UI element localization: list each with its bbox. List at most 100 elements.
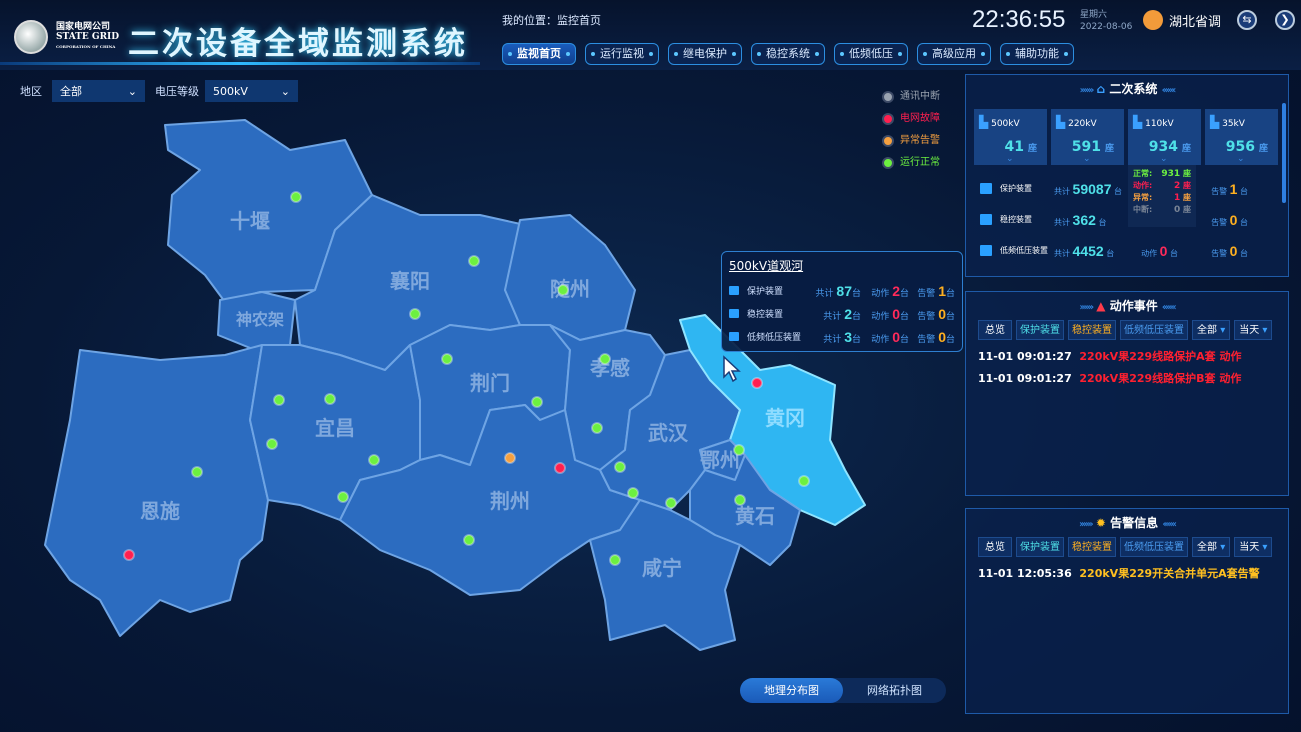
region-12[interactable] [689, 454, 801, 566]
user-name[interactable]: 湖北省调 [1169, 14, 1222, 30]
alarm-label: 告警 [1211, 217, 1228, 227]
alarm-value: 1 [938, 282, 946, 299]
filter-tab[interactable]: 总览 [978, 320, 1012, 340]
station-count: 591 [1071, 139, 1101, 155]
popup-row: 正常: 931 座 [1133, 168, 1191, 180]
station-marker[interactable] [441, 353, 453, 365]
station-marker[interactable] [266, 438, 278, 450]
station-marker[interactable] [557, 284, 569, 296]
tab-relay-protection[interactable]: 继电保护 [668, 43, 742, 65]
legend-item[interactable]: 运行正常 [882, 152, 940, 174]
station-marker[interactable] [324, 393, 336, 405]
station-marker[interactable] [273, 394, 285, 406]
chevron-down-icon[interactable]: ⌄ [1237, 154, 1245, 164]
region-label: 荆州 [490, 489, 530, 513]
station-marker[interactable] [409, 308, 421, 320]
filter-tab[interactable]: 低频低压装置 [1120, 320, 1188, 340]
unit: 台 [1240, 217, 1248, 227]
scope-dropdown[interactable]: 全部 ▾ [1192, 320, 1231, 340]
period-dropdown[interactable]: 当天 ▾ [1234, 320, 1273, 340]
chevron-right-icon[interactable]: ❯ [1275, 10, 1296, 30]
station-marker[interactable] [591, 422, 603, 434]
region-13[interactable] [589, 499, 741, 651]
scope-dropdown[interactable]: 全部 ▾ [1192, 537, 1231, 557]
station-marker[interactable] [609, 554, 621, 566]
avatar[interactable] [1143, 10, 1163, 30]
station-marker[interactable] [614, 461, 626, 473]
station-marker[interactable] [733, 444, 745, 456]
station-count: 41 [1004, 139, 1024, 155]
voltage-select[interactable]: 500kV ⌄ [205, 80, 298, 102]
geo-view-button[interactable]: 地理分布图 [740, 678, 843, 703]
weekday: 星期六 [1080, 10, 1108, 20]
station-marker[interactable] [665, 497, 677, 509]
event-text: 220kV果229线路保护B套 动作 [1079, 372, 1242, 385]
station-marker[interactable] [531, 396, 543, 408]
unit: 台 [899, 311, 909, 322]
alarm-label: 告警 [917, 288, 936, 299]
legend-item[interactable]: 电网故障 [882, 108, 940, 130]
chevron-down-icon[interactable]: ⌄ [1006, 154, 1014, 164]
legend-item[interactable]: 通讯中断 [882, 86, 940, 108]
device-icon [729, 332, 739, 341]
tab-low-freq-voltage[interactable]: 低频低压 [834, 43, 908, 65]
tab-stability-control[interactable]: 稳控系统 [751, 43, 825, 65]
tab-monitor-home[interactable]: 监视首页 [502, 43, 576, 65]
filter-tab[interactable]: 总览 [978, 537, 1012, 557]
filter-tab[interactable]: 低频低压装置 [1120, 537, 1188, 557]
switch-icon[interactable]: ⇆ [1237, 10, 1258, 30]
period-dropdown[interactable]: 当天 ▾ [1234, 537, 1273, 557]
region-8[interactable] [339, 404, 641, 596]
voltage-card[interactable]: ▙ 110kV 934 座 ⌄ [1128, 109, 1201, 165]
station-marker[interactable] [123, 549, 135, 561]
event-item[interactable]: 11-01 09:01:27 220kV果229线路保护A套 动作 [978, 346, 1276, 368]
station-marker[interactable] [337, 491, 349, 503]
region-label: 随州 [550, 277, 590, 301]
unit: 台 [945, 288, 955, 299]
status-value: 2 [1173, 181, 1181, 191]
tab-advanced[interactable]: 高级应用 [917, 43, 991, 65]
filter-tab[interactable]: 稳控装置 [1068, 537, 1116, 557]
chevron-down-icon[interactable]: ⌄ [1160, 154, 1168, 164]
station-marker[interactable] [554, 462, 566, 474]
station-marker[interactable] [751, 377, 763, 389]
action-value: 0 [892, 328, 900, 345]
station-marker[interactable] [599, 353, 611, 365]
topology-view-button[interactable]: 网络拓扑图 [867, 684, 922, 697]
station-marker[interactable] [368, 454, 380, 466]
station-marker[interactable] [627, 487, 639, 499]
level-detail-popup: 正常: 931 座动作: 2 座异常: 1 座中断: 0 座 [1128, 165, 1196, 227]
unit: 台 [899, 334, 909, 345]
station-marker[interactable] [504, 452, 516, 464]
region-select[interactable]: 全部 ⌄ [52, 80, 145, 102]
tab-operation-monitor[interactable]: 运行监视 [585, 43, 659, 65]
station-marker[interactable] [290, 191, 302, 203]
event-item[interactable]: 11-01 09:01:27 220kV果229线路保护B套 动作 [978, 368, 1276, 390]
unit: 台 [1106, 248, 1115, 258]
scrollbar[interactable] [1282, 103, 1286, 203]
warning-triangle-icon: ▲ [1096, 299, 1106, 313]
filter-tab[interactable]: 保护装置 [1016, 537, 1064, 557]
event-item[interactable]: 11-01 12:05:36 220kV果229开关合并单元A套告警 [978, 563, 1276, 585]
region-4[interactable] [44, 344, 269, 637]
station-marker[interactable] [734, 494, 746, 506]
filter-tab[interactable]: 稳控装置 [1068, 320, 1116, 340]
legend-item[interactable]: 异常告警 [882, 130, 940, 152]
station-marker[interactable] [191, 466, 203, 478]
filter-tab[interactable]: 保护装置 [1016, 320, 1064, 340]
user-area[interactable]: 湖北省调 ⇆ ❯ [1143, 10, 1296, 30]
station-marker[interactable] [798, 475, 810, 487]
tooltip-row: 保护装置 共计 87台 动作 2台 告警 1台 [729, 279, 955, 302]
station-marker[interactable] [468, 255, 480, 267]
station-marker[interactable] [463, 534, 475, 546]
total-value: 362 [1072, 211, 1096, 228]
tab-auxiliary[interactable]: 辅助功能 [1000, 43, 1074, 65]
voltage-card[interactable]: ▙ 35kV 956 座 ⌄ [1205, 109, 1278, 165]
chevron-down-icon[interactable]: ⌄ [1083, 154, 1091, 164]
period-value: 当天 [1239, 542, 1260, 553]
voltage-card[interactable]: ▙ 220kV 591 座 ⌄ [1051, 109, 1124, 165]
unit: 台 [1114, 186, 1123, 196]
voltage-card[interactable]: ▙ 500kV 41 座 ⌄ [974, 109, 1047, 165]
filter-bar: 地区 全部 ⌄ 电压等级 500kV ⌄ [20, 80, 298, 102]
